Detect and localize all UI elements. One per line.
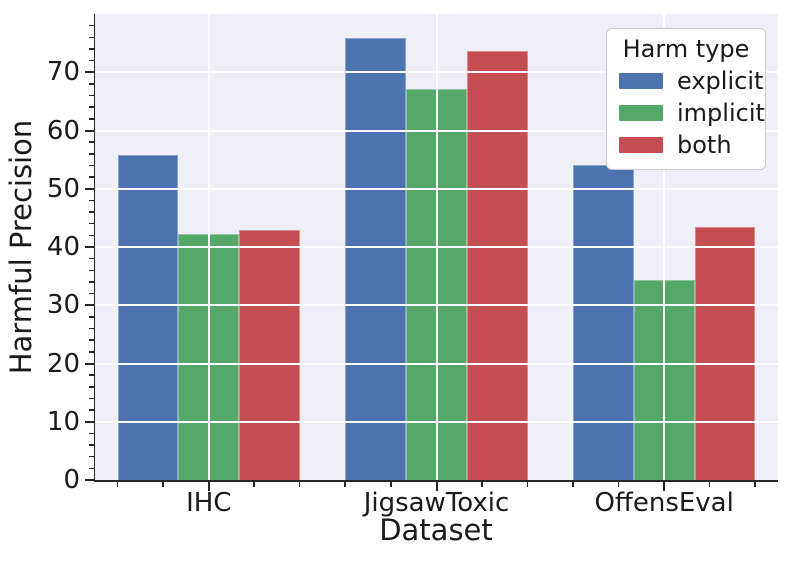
legend-title: Harm type <box>622 35 750 63</box>
y-tick-minor <box>89 316 94 318</box>
y-tick-label: 20 <box>46 348 80 379</box>
y-tick-minor <box>89 339 94 341</box>
y-tick-major <box>85 129 94 132</box>
x-tick-minor <box>298 482 301 487</box>
legend-item-implicit: implicit <box>619 97 765 129</box>
y-tick-minor <box>89 83 94 85</box>
y-tick-minor <box>89 397 94 400</box>
y-tick-minor <box>89 36 94 39</box>
legend-swatch-both <box>619 137 663 153</box>
legend-item-explicit: explicit <box>619 65 763 97</box>
y-tick-minor <box>89 292 94 295</box>
y-tick-minor <box>89 409 94 411</box>
legend-swatch-implicit <box>619 105 663 121</box>
gridline-x-OffensEval <box>663 14 666 480</box>
x-tick-minor <box>389 482 392 487</box>
y-tick-major <box>85 71 94 74</box>
x-tick-minor <box>708 482 711 487</box>
x-category-label-JigsawToxic: JigsawToxic <box>363 488 510 518</box>
y-tick-minor <box>89 222 94 225</box>
x-tick-major <box>435 482 438 491</box>
y-tick-minor <box>89 432 94 435</box>
y-tick-minor <box>89 257 94 260</box>
y-tick-minor <box>89 455 94 458</box>
bar-explicit-IHC <box>117 154 179 480</box>
y-tick-minor <box>89 59 94 62</box>
x-tick-minor <box>344 482 347 487</box>
y-tick-minor <box>89 24 94 27</box>
y-tick-major <box>85 420 94 423</box>
y-tick-minor <box>89 351 94 353</box>
y-tick-minor <box>89 118 94 120</box>
x-tick-minor <box>617 482 620 487</box>
x-category-label-OffensEval: OffensEval <box>594 488 734 518</box>
x-tick-major <box>207 482 210 491</box>
x-axis-label: Dataset <box>379 513 493 547</box>
y-tick-minor <box>89 374 94 376</box>
x-tick-minor <box>754 482 756 487</box>
y-tick-minor <box>89 153 94 155</box>
y-tick-major <box>85 479 94 481</box>
x-tick-minor <box>116 482 119 487</box>
y-tick-major <box>85 362 94 365</box>
gridline-x-IHC <box>207 14 210 480</box>
y-tick-minor <box>89 386 94 388</box>
y-tick-minor <box>89 467 94 470</box>
x-tick-major <box>663 482 666 491</box>
y-tick-minor <box>89 211 94 213</box>
y-tick-label: 0 <box>63 465 80 495</box>
legend-item-both: both <box>619 129 753 161</box>
legend-label-explicit: explicit <box>677 67 764 95</box>
bar-explicit-OffensEval <box>573 165 634 480</box>
legend: Harm type explicit implicit both <box>606 28 766 170</box>
y-tick-label: 70 <box>46 57 80 88</box>
y-tick-minor <box>89 106 94 108</box>
bar-explicit-JigsawToxic <box>345 38 407 480</box>
x-tick-minor <box>481 482 483 487</box>
y-tick-minor <box>89 327 94 330</box>
x-tick-minor <box>526 482 529 487</box>
y-tick-minor <box>89 234 94 237</box>
y-tick-minor <box>89 269 94 272</box>
y-tick-minor <box>89 94 94 97</box>
legend-label-implicit: implicit <box>677 99 765 127</box>
y-tick-major <box>85 246 94 248</box>
bar-both-OffensEval <box>694 227 756 480</box>
y-tick-minor <box>89 281 94 283</box>
bar-both-IHC <box>239 229 300 480</box>
y-tick-minor <box>89 141 94 143</box>
y-tick-label: 50 <box>46 173 80 204</box>
y-tick-label: 60 <box>46 115 80 146</box>
y-tick-minor <box>89 444 94 446</box>
y-tick-label: 10 <box>46 406 80 437</box>
y-tick-minor <box>89 199 94 202</box>
y-tick-major <box>85 187 94 190</box>
x-category-label-IHC: IHC <box>186 488 232 518</box>
x-tick-minor <box>572 482 574 487</box>
legend-swatch-explicit <box>619 73 663 89</box>
y-axis-spine <box>93 14 95 482</box>
y-tick-minor <box>89 176 94 178</box>
legend-label-both: both <box>677 131 732 159</box>
bar-both-JigsawToxic <box>466 51 528 480</box>
y-tick-major <box>85 304 94 307</box>
gridline-x-JigsawToxic <box>435 14 438 480</box>
x-axis-spine <box>93 480 778 482</box>
x-tick-minor <box>162 482 164 487</box>
x-tick-minor <box>253 482 255 487</box>
y-tick-label: 40 <box>46 232 80 262</box>
y-tick-minor <box>89 48 94 50</box>
y-tick-label: 30 <box>46 290 80 321</box>
y-tick-minor <box>89 164 94 167</box>
